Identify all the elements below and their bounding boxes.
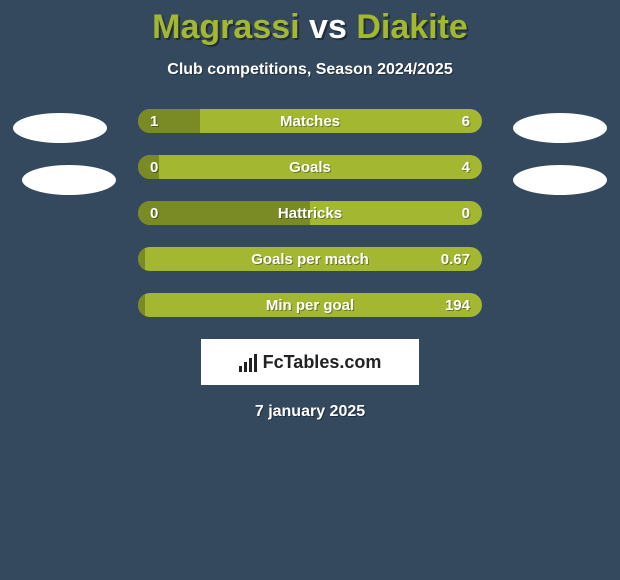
title-separator: vs <box>309 8 347 46</box>
stat-right-value: 194 <box>445 293 470 317</box>
subtitle: Club competitions, Season 2024/2025 <box>0 61 620 79</box>
bars-icon <box>239 352 257 372</box>
stat-label: Hattricks <box>138 201 482 225</box>
player-left-name: Magrassi <box>152 8 299 46</box>
stat-bar: 0Hattricks0 <box>138 201 482 225</box>
stat-right-value: 0.67 <box>441 247 470 271</box>
date-label: 7 january 2025 <box>0 403 620 421</box>
comparison-chart: 1Matches60Goals40Hattricks0Goals per mat… <box>0 109 620 317</box>
stat-label: Goals <box>138 155 482 179</box>
stat-label: Min per goal <box>138 293 482 317</box>
stat-bars: 1Matches60Goals40Hattricks0Goals per mat… <box>138 109 482 317</box>
page-title: Magrassi vs Diakite <box>0 0 620 47</box>
avatar-placeholder <box>513 165 607 195</box>
avatar-placeholder <box>22 165 116 195</box>
avatar-placeholder <box>13 113 107 143</box>
stat-right-value: 4 <box>462 155 470 179</box>
stat-right-value: 6 <box>462 109 470 133</box>
stat-label: Matches <box>138 109 482 133</box>
logo-text: FcTables.com <box>263 352 382 373</box>
avatar-placeholder <box>513 113 607 143</box>
stat-bar: 0Goals4 <box>138 155 482 179</box>
stat-bar: Min per goal194 <box>138 293 482 317</box>
player-right-name: Diakite <box>356 8 468 46</box>
stat-bar: Goals per match0.67 <box>138 247 482 271</box>
stat-label: Goals per match <box>138 247 482 271</box>
stat-bar: 1Matches6 <box>138 109 482 133</box>
stat-right-value: 0 <box>462 201 470 225</box>
logo: FcTables.com <box>201 339 419 385</box>
